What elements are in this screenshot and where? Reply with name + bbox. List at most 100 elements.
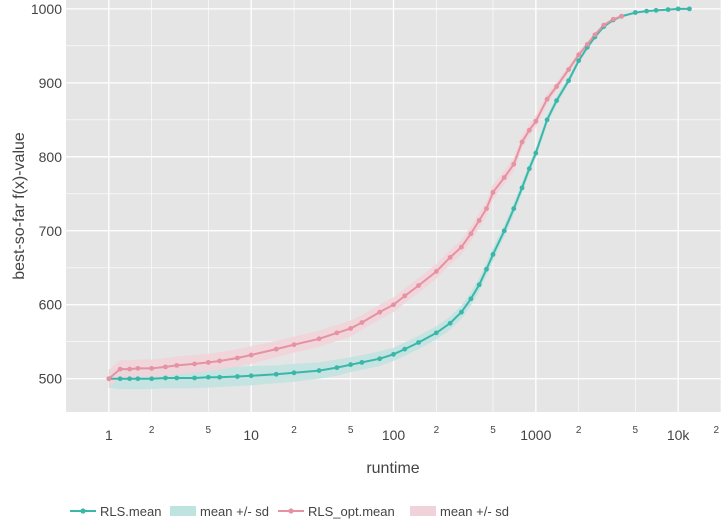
point-rls-opt	[619, 13, 624, 19]
point-rls-opt	[248, 352, 254, 358]
point-rls-opt	[610, 16, 616, 22]
point-rls-opt	[149, 365, 155, 371]
point-rls	[316, 368, 322, 373]
point-rls-opt	[592, 32, 598, 38]
point-rls	[334, 365, 340, 371]
point-rls	[447, 320, 453, 326]
x-minor-tick-label: 5	[348, 425, 354, 436]
point-rls	[391, 351, 396, 357]
point-rls	[273, 371, 279, 377]
point-rls	[644, 8, 649, 14]
x-minor-tick-label: 2	[291, 425, 297, 436]
point-rls	[377, 356, 383, 362]
point-rls-opt	[334, 330, 340, 336]
point-rls-opt	[544, 96, 550, 102]
point-rls-opt	[192, 361, 197, 367]
point-rls-opt	[348, 326, 354, 331]
point-rls-opt	[459, 244, 464, 250]
legend-point-swatch	[288, 508, 294, 514]
point-rls	[501, 228, 507, 234]
point-rls-opt	[490, 189, 496, 195]
point-rls-opt	[576, 52, 582, 58]
point-rls	[174, 375, 180, 381]
x-minor-tick-label: 5	[490, 425, 496, 436]
legend-band-swatch	[410, 506, 436, 516]
point-rls	[127, 376, 133, 382]
point-rls	[675, 6, 681, 12]
x-tick-label: 1	[105, 427, 113, 443]
point-rls-opt	[566, 67, 572, 72]
legend-point-swatch	[80, 508, 86, 514]
point-rls-opt	[484, 206, 489, 211]
point-rls-opt	[117, 366, 123, 372]
point-rls-opt	[106, 376, 112, 382]
point-rls	[544, 117, 550, 123]
point-rls	[484, 266, 489, 272]
point-rls-opt	[377, 309, 383, 315]
point-rls	[192, 375, 197, 381]
x-axis-label: runtime	[366, 460, 419, 477]
legend: RLS.mean mean +/- sd RLS_opt.mean mean +/- …	[70, 504, 509, 519]
point-rls	[348, 362, 354, 368]
point-rls	[135, 376, 141, 382]
y-tick-label: 600	[39, 297, 63, 313]
point-rls-opt	[533, 118, 539, 124]
point-rls	[163, 375, 168, 381]
point-rls-opt	[416, 283, 421, 288]
legend-band-label: mean +/- sd	[440, 504, 509, 519]
point-rls-opt	[468, 231, 474, 237]
point-rls-opt	[501, 175, 507, 180]
point-rls	[205, 374, 211, 380]
y-tick-label: 500	[39, 371, 63, 387]
point-rls	[511, 206, 517, 211]
point-rls-opt	[127, 366, 133, 372]
point-rls	[459, 309, 464, 315]
point-rls	[217, 374, 222, 380]
point-rls-opt	[174, 363, 180, 368]
x-minor-tick-label: 5	[633, 425, 639, 436]
point-rls	[291, 370, 297, 376]
point-rls-opt	[402, 293, 408, 299]
x-minor-tick-label: 5	[206, 425, 212, 436]
y-tick-label: 1000	[31, 1, 62, 17]
point-rls	[433, 330, 439, 336]
point-rls	[566, 78, 572, 84]
point-rls	[476, 282, 482, 288]
series-points	[106, 6, 692, 382]
point-rls	[533, 150, 539, 156]
x-tick-label: 10k	[667, 427, 691, 443]
y-tick-label: 900	[39, 75, 63, 91]
point-rls-opt	[135, 365, 141, 371]
point-rls	[359, 360, 365, 365]
y-tick-label: 700	[39, 223, 63, 239]
point-rls-opt	[163, 364, 168, 370]
x-minor-tick-label: 2	[434, 425, 440, 436]
legend-label: RLS.mean	[100, 504, 161, 519]
point-rls	[490, 252, 496, 257]
point-rls-opt	[511, 161, 517, 167]
point-rls-opt	[273, 346, 279, 352]
legend-label: RLS_opt.mean	[308, 504, 395, 519]
point-rls-opt	[433, 269, 439, 274]
point-rls	[665, 7, 671, 13]
point-rls-opt	[526, 127, 532, 133]
point-rls-opt	[316, 336, 322, 342]
point-rls	[248, 373, 254, 379]
point-rls	[416, 340, 421, 345]
point-rls-opt	[234, 355, 240, 361]
point-rls	[526, 166, 532, 172]
x-minor-tick-label: 2	[713, 425, 719, 436]
x-tick-label: 100	[382, 427, 406, 443]
point-rls-opt	[391, 302, 396, 308]
legend-band-label: mean +/- sd	[200, 504, 269, 519]
point-rls	[149, 376, 155, 382]
point-rls-opt	[519, 139, 525, 145]
point-rls-opt	[554, 84, 560, 89]
point-rls-opt	[217, 358, 222, 364]
y-axis-label: best-so-far f(x)-value	[11, 132, 28, 280]
point-rls	[632, 10, 638, 15]
point-rls	[117, 376, 123, 382]
point-rls	[402, 346, 408, 352]
